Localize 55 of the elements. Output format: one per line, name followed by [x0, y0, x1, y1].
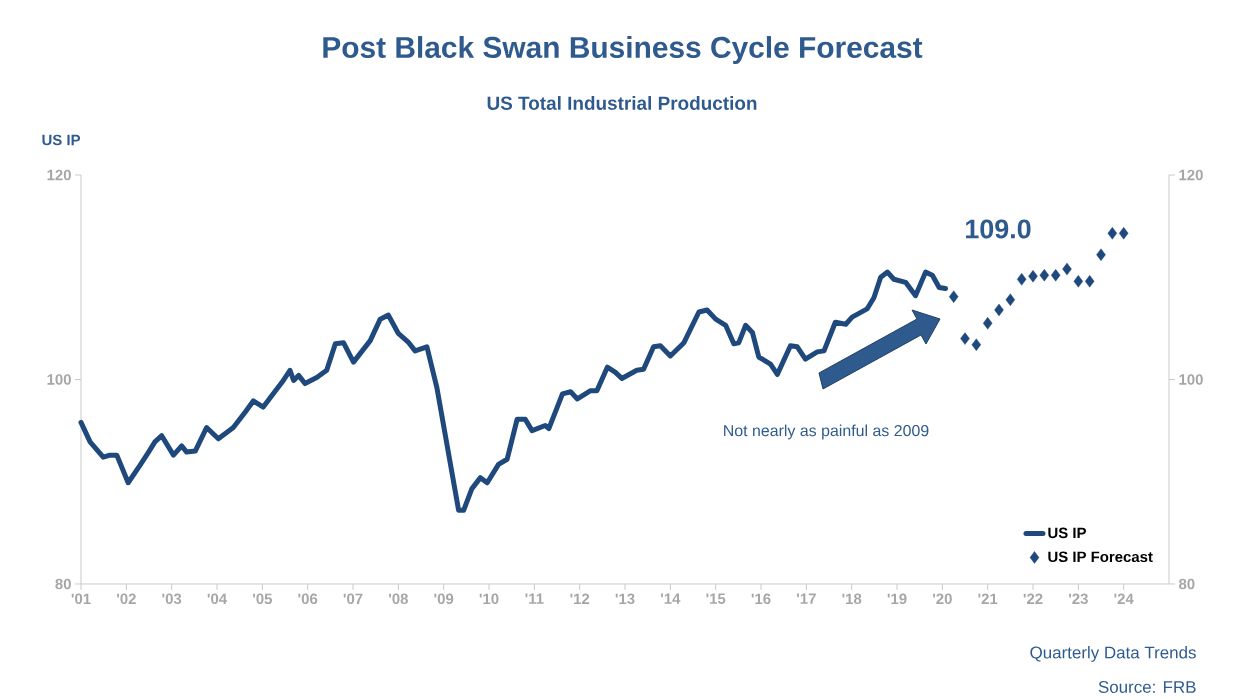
x-tick-label: '01: [71, 593, 91, 605]
y2-tick-label: 80: [1178, 578, 1195, 590]
point: [1039, 268, 1050, 282]
x-tick-label: '05: [253, 593, 273, 605]
point: [960, 332, 970, 345]
legend-label: US IP Forecast: [1048, 551, 1153, 563]
x-tick-label: '23: [1069, 593, 1088, 605]
x-tick-label: '06: [298, 593, 318, 605]
point: [1073, 275, 1084, 288]
point: [1084, 275, 1095, 288]
x-tick-label: '21: [978, 593, 998, 604]
x-tick-label: '14: [661, 593, 681, 604]
x-tick-label: '13: [615, 593, 635, 605]
point: [1062, 262, 1072, 276]
point: [1028, 270, 1038, 283]
source-note: Source: FRB: [1098, 680, 1196, 693]
chart-title: Post Black Swan Business Cycle Forecast: [323, 36, 923, 64]
x-tick-label: '03: [162, 593, 182, 605]
x-tick-label: '20: [933, 593, 952, 605]
x-tick-label: '17: [797, 593, 816, 604]
x-tick-label: '10: [479, 593, 499, 605]
y2-tick-label: 100: [1179, 374, 1203, 385]
x-tick-label: '02: [117, 593, 136, 605]
x-tick-label: '22: [1023, 593, 1043, 604]
point: [1050, 268, 1061, 282]
chart-subtitle: US Total Industrial Production: [487, 96, 757, 110]
x-tick-label: '18: [842, 593, 862, 605]
text: Quarterly Data Trends: [1030, 646, 1196, 662]
point: [982, 317, 993, 330]
x-tick-label: '16: [751, 593, 771, 605]
point: [1107, 227, 1118, 240]
x-tick-label: '11: [525, 593, 544, 604]
annotation: 109.0: [966, 219, 1031, 239]
point: [994, 303, 1004, 317]
point: [948, 290, 959, 303]
annotation: Not nearly as painful as 2009: [724, 424, 929, 440]
x-tick-label: '04: [207, 593, 228, 605]
point: [1016, 273, 1027, 286]
point: [971, 338, 982, 351]
y2-tick-label: 120: [1179, 169, 1203, 181]
x-tick-label: '19: [887, 593, 907, 605]
x-tick-label: '24: [1114, 593, 1134, 604]
y-axis-title: US IP: [42, 134, 81, 146]
point: [1118, 227, 1129, 240]
x-tick-label: '08: [389, 593, 408, 605]
point: [1096, 248, 1106, 261]
x-tick-label: '09: [434, 593, 454, 605]
legend-label: US IP: [1048, 527, 1086, 539]
point: [1005, 293, 1016, 306]
y-tick-label: 100: [47, 374, 71, 385]
y-tick-label: 80: [55, 578, 71, 590]
x-tick-label: '15: [706, 593, 726, 604]
x-tick-label: '07: [343, 593, 363, 605]
y-tick-label: 120: [47, 169, 71, 181]
x-tick-label: '12: [570, 593, 590, 604]
